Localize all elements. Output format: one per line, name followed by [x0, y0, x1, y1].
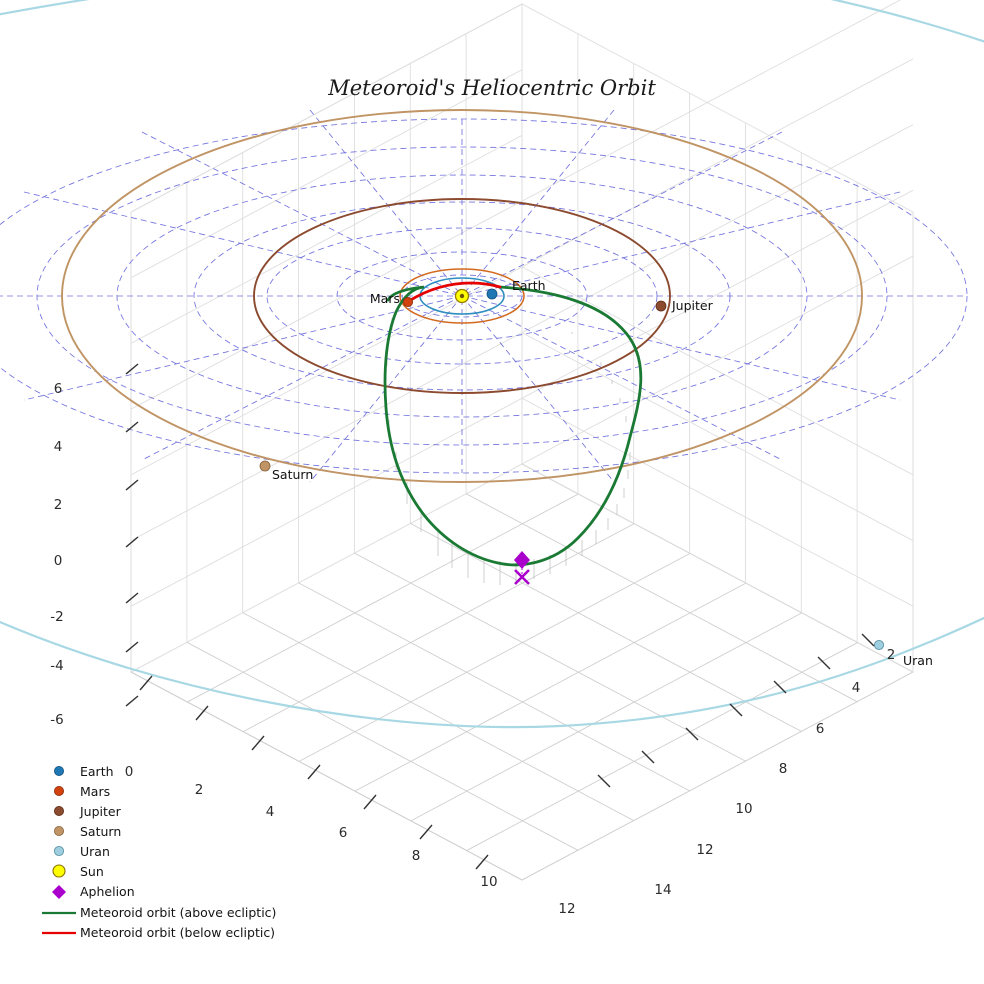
legend-label-orbit-above: Meteoroid orbit (above ecliptic) [80, 905, 276, 920]
y-tick-2: 6 [816, 721, 825, 737]
body-markers [259, 288, 885, 651]
legend-label-saturn: Saturn [80, 824, 121, 839]
axis-tick-marks [125, 363, 875, 870]
label-earth: Earth [512, 278, 546, 293]
meteoroid-orbit-below [407, 281, 502, 303]
x-tick-4: 8 [412, 848, 421, 864]
legend-marker-jupiter [54, 806, 65, 817]
x-tick-3: 6 [339, 825, 348, 841]
saturn-orbit [61, 109, 863, 483]
legend-label-orbit-below: Meteoroid orbit (below ecliptic) [80, 925, 275, 940]
y-tick-5: 12 [696, 842, 713, 858]
label-uran: Uran [903, 653, 933, 668]
earth-dot [486, 288, 498, 300]
legend: Earth Mars Jupiter Saturn Uran Sun Aphel… [42, 764, 276, 940]
y-tick-6: 14 [654, 882, 671, 898]
plot-title: Meteoroid's Heliocentric Orbit [327, 76, 656, 100]
x-tick-6: 12 [558, 901, 575, 917]
y-tick-labels: 2 4 6 8 10 12 14 [654, 647, 895, 898]
z-tick-5: -4 [50, 658, 63, 674]
x-tick-1: 2 [195, 782, 204, 798]
mars-orbit [399, 268, 525, 324]
z-tick-3: 0 [54, 553, 63, 569]
z-tick-4: -2 [50, 609, 63, 625]
mars-dot [402, 296, 413, 307]
label-mars: Mars [370, 291, 400, 306]
legend-marker-aphelion [52, 885, 66, 899]
uranus-orbit [0, 0, 984, 729]
legend-label-sun: Sun [80, 864, 104, 879]
y-tick-4: 10 [735, 801, 752, 817]
uranus-dot [873, 639, 885, 651]
legend-label-mars: Mars [80, 784, 110, 799]
legend-marker-uran [53, 845, 65, 857]
y-tick-1: 4 [852, 680, 861, 696]
z-tick-2: 2 [54, 497, 63, 513]
legend-marker-mars [54, 786, 65, 797]
z-tick-labels: 6 4 2 0 -2 -4 -6 [50, 381, 63, 728]
y-tick-0: 2 [887, 647, 896, 663]
legend-label-earth: Earth [80, 764, 114, 779]
meteoroid-orbit-above [383, 285, 643, 567]
legend-marker-earth [54, 766, 65, 777]
sun-marker [454, 288, 470, 304]
body-labels: Earth Mars Jupiter Saturn Uran [272, 278, 933, 668]
z-tick-6: -6 [50, 712, 63, 728]
legend-label-uran: Uran [80, 844, 110, 859]
legend-label-jupiter: Jupiter [79, 804, 122, 819]
legend-marker-saturn [54, 826, 65, 837]
y-tick-3: 8 [779, 761, 788, 777]
legend-marker-sun [52, 864, 66, 878]
z-tick-1: 4 [54, 439, 63, 455]
x-tick-5: 10 [480, 874, 497, 890]
x-tick-labels: 0 2 4 6 8 10 12 [125, 764, 576, 917]
legend-label-aphelion: Aphelion [80, 884, 135, 899]
x-tick-0: 0 [125, 764, 134, 780]
jupiter-orbit [253, 198, 671, 394]
aphelion-projection-marker [514, 569, 530, 585]
label-jupiter: Jupiter [671, 298, 714, 313]
aphelion-marker [514, 551, 530, 577]
jupiter-dot [655, 300, 667, 312]
right-wall-grid [521, 0, 914, 673]
z-tick-0: 6 [54, 381, 63, 397]
saturn-dot [259, 460, 271, 472]
left-wall-grid [130, 3, 523, 672]
label-saturn: Saturn [272, 467, 313, 482]
x-tick-2: 4 [266, 804, 275, 820]
